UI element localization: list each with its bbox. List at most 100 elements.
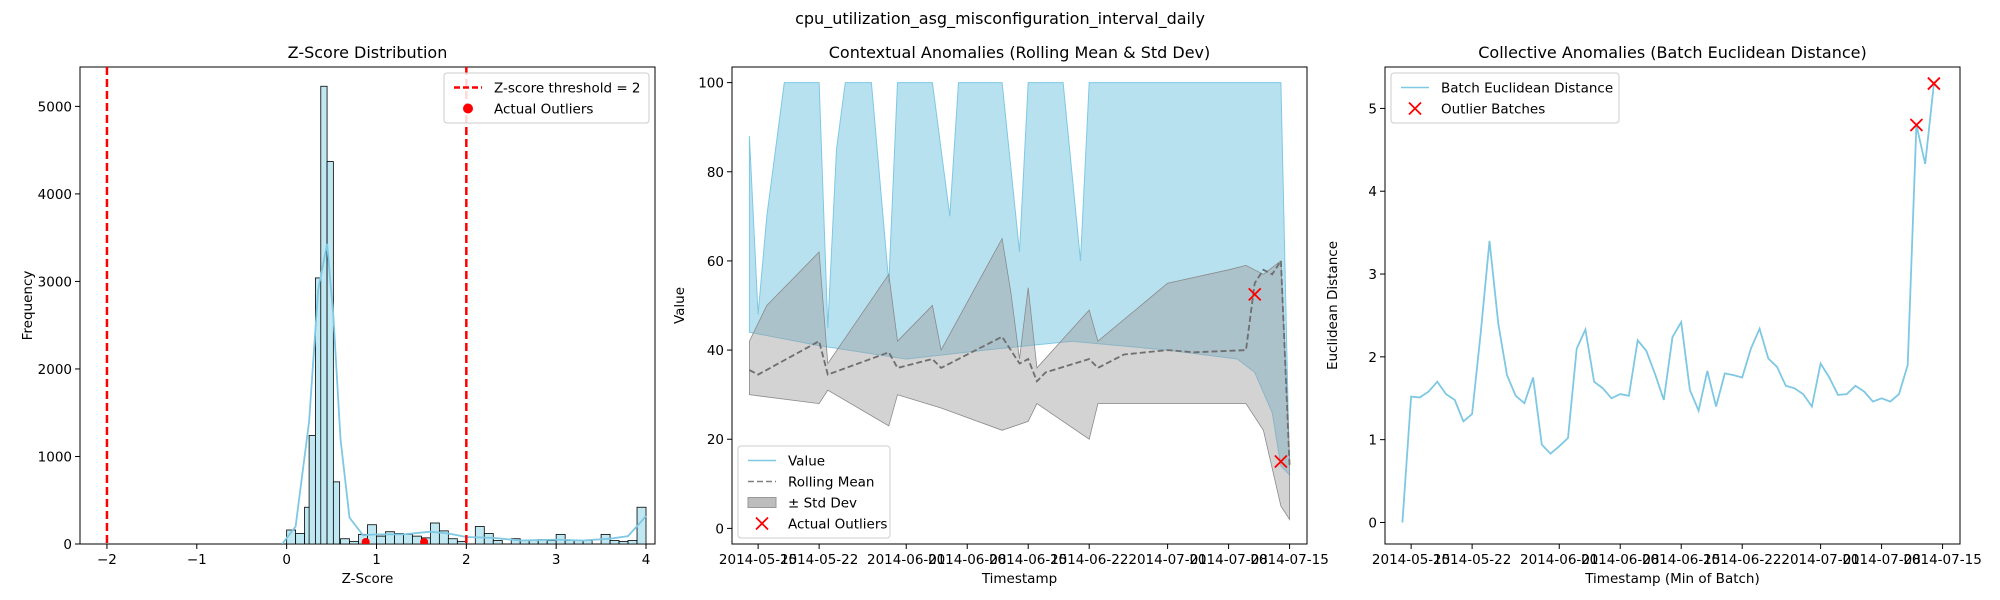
y-tick-label: 0 — [1368, 515, 1377, 531]
histogram-bar — [326, 161, 334, 544]
histogram-bar — [618, 540, 629, 544]
value-series — [748, 82, 1291, 477]
histogram-bar — [340, 538, 350, 544]
y-axis-label: Value — [672, 287, 688, 324]
y-tick-label: 0 — [63, 537, 72, 553]
x-tick-label: 2014-06-01 — [867, 552, 945, 568]
y-tick-label: 3000 — [38, 274, 72, 290]
y-axis-label: Frequency — [20, 271, 36, 341]
y-tick-label: 5 — [1368, 101, 1377, 117]
x-tick-label: 2014-07-08 — [1189, 552, 1267, 568]
y-tick-label: 100 — [698, 76, 724, 92]
y-axis-label: Euclidean Distance — [1325, 241, 1341, 370]
axes-frame — [79, 66, 656, 545]
histogram-bar — [546, 540, 557, 544]
y-tick-label: 4000 — [38, 187, 72, 203]
histogram-bar — [349, 540, 359, 544]
collective-anomalies-chart: Collective Anomalies (Batch Euclidean Di… — [1325, 43, 1982, 587]
x-tick-label: 2 — [462, 552, 471, 568]
x-tick-label: −1 — [187, 552, 207, 568]
plot-area — [105, 67, 647, 544]
x-tick-label: 4 — [642, 552, 651, 568]
y-tick-label: 1 — [1368, 433, 1377, 449]
legend-label: Value — [788, 454, 825, 470]
y-tick-label: 3 — [1368, 267, 1377, 283]
outlier-point — [420, 538, 429, 544]
y-tick-label: 5000 — [38, 99, 72, 115]
histogram-bar — [609, 540, 620, 544]
histogram-bar — [447, 538, 458, 544]
histogram-bar — [308, 435, 316, 544]
legend-label: Batch Euclidean Distance — [1441, 81, 1613, 97]
y-tick-label: 40 — [707, 343, 724, 359]
legend-swatch-dot — [463, 103, 473, 114]
x-tick-label: 2014-06-01 — [1520, 552, 1598, 568]
histogram-bar — [320, 85, 328, 544]
x-tick-label: 2014-07-01 — [1781, 552, 1859, 568]
legend-label: Actual Outliers — [788, 517, 887, 533]
x-tick-label: 2014-07-01 — [1128, 552, 1206, 568]
outlier-point — [361, 538, 370, 544]
outlier-batch-marker — [1909, 118, 1924, 132]
chart-title: Contextual Anomalies (Rolling Mean & Std… — [829, 43, 1211, 62]
legend-label: ± Std Dev — [788, 496, 857, 512]
kde-curve — [281, 243, 647, 544]
x-tick-label: 3 — [552, 552, 561, 568]
x-axis-label: Timestamp — [981, 571, 1057, 587]
histogram-bar — [456, 540, 467, 544]
legend-label: Z-score threshold = 2 — [494, 81, 641, 97]
y-tick-label: 4 — [1368, 184, 1377, 200]
legend-swatch-patch — [747, 497, 777, 508]
legend-label: Outlier Batches — [1441, 102, 1545, 118]
axes-frame — [1384, 66, 1961, 545]
x-tick-label: 2014-07-08 — [1842, 552, 1920, 568]
histogram-bar — [474, 526, 485, 544]
outlier-batch-marker — [1927, 76, 1941, 91]
legend-box — [1390, 72, 1620, 124]
x-tick-label: 2014-05-15 — [719, 552, 797, 568]
x-tick-label: 2014-06-22 — [1703, 552, 1781, 568]
euclidean-distance-line — [1401, 83, 1935, 523]
x-tick-label: 0 — [282, 552, 291, 568]
y-tick-label: 2 — [1368, 350, 1377, 366]
x-axis-label: Timestamp (Min of Batch) — [1584, 571, 1760, 587]
rolling-mean-line — [748, 258, 1291, 467]
histogram-bar — [403, 533, 413, 544]
outlier-marker — [1248, 287, 1262, 301]
histogram-bar — [295, 533, 306, 544]
x-tick-label: 1 — [372, 552, 381, 568]
legend-label: Rolling Mean — [788, 475, 874, 491]
y-tick-label: 0 — [715, 521, 724, 537]
legend-swatch-x — [755, 516, 769, 531]
x-tick-label: 2014-06-08 — [1581, 552, 1659, 568]
x-tick-label: 2014-05-22 — [1433, 552, 1511, 568]
x-tick-label: 2014-06-15 — [1642, 552, 1720, 568]
histogram-bar — [492, 540, 503, 544]
y-tick-label: 2000 — [38, 362, 72, 378]
y-tick-label: 60 — [707, 254, 724, 270]
x-tick-label: 2014-05-22 — [780, 552, 858, 568]
histogram-bar — [412, 535, 422, 544]
histogram-bar — [376, 535, 386, 544]
x-tick-label: 2014-06-15 — [989, 552, 1067, 568]
histogram-bar — [438, 530, 449, 544]
chart-title: Collective Anomalies (Batch Euclidean Di… — [1478, 43, 1867, 62]
x-tick-label: −2 — [97, 552, 117, 568]
x-axis-label: Z-Score — [342, 571, 394, 587]
x-tick-label: 2014-07-15 — [1250, 552, 1328, 568]
legend-box — [737, 445, 891, 539]
plot-area — [748, 82, 1291, 521]
legend-label: Actual Outliers — [494, 102, 593, 118]
chart-title: Z-Score Distribution — [288, 43, 448, 62]
axes-frame — [731, 66, 1308, 545]
histogram-bar — [429, 522, 440, 544]
x-tick-label: 2014-06-22 — [1050, 552, 1128, 568]
x-tick-label: 2014-05-15 — [1372, 552, 1450, 568]
contextual-anomalies-chart: Contextual Anomalies (Rolling Mean & Std… — [672, 43, 1329, 587]
outlier-marker — [1274, 454, 1288, 469]
x-tick-label: 2014-07-15 — [1903, 552, 1981, 568]
std-dev-band — [749, 237, 1290, 521]
histogram-bar — [332, 481, 341, 544]
y-tick-label: 80 — [707, 165, 724, 181]
